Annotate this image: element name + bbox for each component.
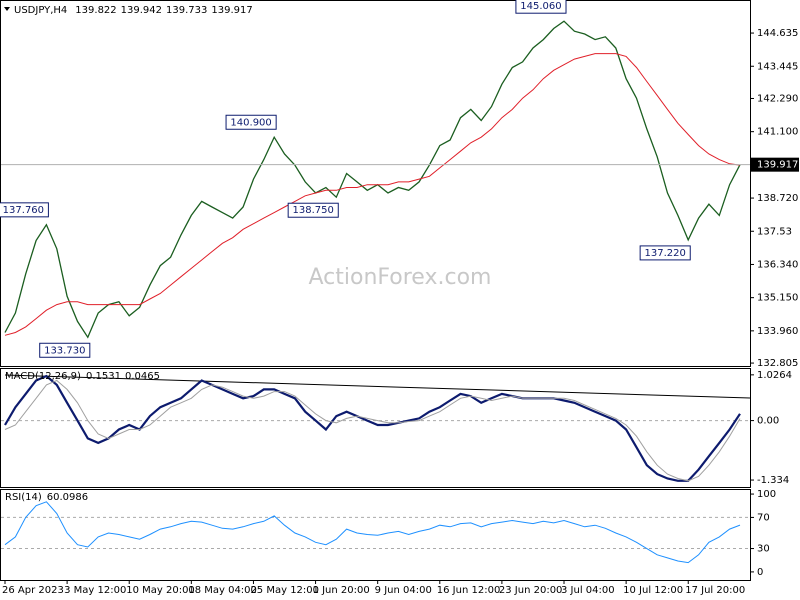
y-tick-label: 1.0264	[757, 370, 792, 381]
x-tick-label: 10 Jul 12:00	[623, 585, 683, 596]
annotation-label: 133.730	[44, 345, 85, 356]
series-line	[4, 501, 741, 564]
x-tick-label: 9 Jun 04:00	[375, 585, 432, 596]
panel-frame	[0, 368, 751, 488]
x-tick-label: 1 Jun 20:00	[313, 585, 370, 596]
series-line	[4, 53, 741, 336]
annotation-box	[225, 114, 277, 130]
x-tick-label: 3 May 12:00	[64, 585, 126, 596]
x-tick-label: 17 Jul 20:00	[685, 585, 745, 596]
y-tick-label: -1.334	[757, 475, 789, 486]
annotation-label: 137.760	[3, 205, 44, 216]
indicator-value: 60.0986	[47, 492, 88, 503]
annotation-label: 145.060	[520, 1, 561, 12]
annotation-label: 138.750	[293, 205, 334, 216]
annotation-box	[639, 245, 691, 261]
panel-frame	[0, 489, 751, 581]
x-tick-label: 25 May 12:00	[250, 585, 319, 596]
current-price-box	[751, 157, 799, 172]
series-line	[4, 379, 741, 482]
y-tick-label: 0	[757, 567, 763, 578]
series-line	[4, 20, 741, 339]
y-tick-label: 135.150	[757, 293, 798, 304]
x-tick-label: 23 Jun 20:00	[499, 585, 563, 596]
panel-frame	[0, 0, 751, 367]
y-tick-label: 70	[757, 512, 770, 523]
ohlc-value: 139.822	[75, 5, 116, 16]
x-tick-label: 16 Jun 12:00	[437, 585, 501, 596]
macd-trendline	[4, 374, 751, 399]
annotation-label: 140.900	[230, 117, 271, 128]
annotation-box	[287, 202, 339, 218]
annotation-box	[0, 202, 49, 218]
ohlc-value: 139.733	[166, 5, 207, 16]
y-tick-label: 133.960	[757, 326, 798, 337]
y-tick-label: 137.53	[757, 226, 792, 237]
y-tick-label: 142.290	[757, 93, 798, 104]
annotation-label: 137.220	[645, 248, 686, 259]
y-tick-label: 30	[757, 544, 770, 555]
panel-title: MACD(12,26,9)	[5, 371, 81, 382]
x-tick-label: 3 Jul 04:00	[561, 585, 615, 596]
ohlc-value: 139.917	[211, 5, 252, 16]
current-price-label: 139.917	[757, 160, 798, 171]
series-line	[4, 374, 741, 482]
indicator-value: 0.1531	[86, 371, 121, 382]
ohlc-value: 139.942	[121, 5, 162, 16]
y-tick-label: 0.00	[757, 416, 779, 427]
y-tick-label: 144.635	[757, 28, 798, 39]
y-tick-label: 136.340	[757, 259, 798, 270]
symbol: USDJPY,H4	[14, 5, 67, 16]
y-tick-label: 138.720	[757, 193, 798, 204]
annotation-box	[515, 0, 567, 14]
indicator-value: 0.0465	[125, 371, 160, 382]
annotation-box	[39, 342, 91, 358]
y-tick-label: 100	[757, 489, 776, 500]
y-tick-label: 141.100	[757, 127, 798, 138]
y-tick-label: 132.805	[757, 358, 798, 369]
y-tick-label: 143.445	[757, 61, 798, 72]
menu-arrow	[4, 7, 10, 11]
watermark: ActionForex.com	[309, 265, 492, 290]
panel-title: RSI(14)	[5, 492, 42, 503]
x-tick-label: 10 May 20:00	[126, 585, 195, 596]
x-tick-label: 26 Apr 2023	[2, 585, 64, 596]
x-tick-label: 18 May 04:00	[188, 585, 257, 596]
